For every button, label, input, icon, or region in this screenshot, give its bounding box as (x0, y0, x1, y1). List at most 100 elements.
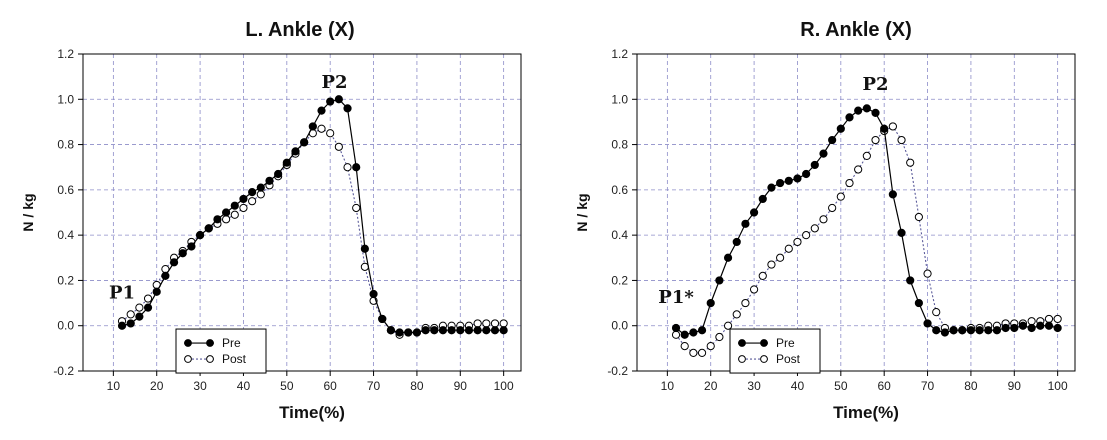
data-point-pre (723, 253, 733, 262)
x-tick-label: 50 (834, 379, 848, 393)
x-tick-label: 70 (921, 379, 935, 393)
data-point-pre (178, 249, 187, 258)
data-point-pre (456, 326, 465, 335)
x-tick-label: 70 (367, 379, 381, 393)
data-point-pre (828, 135, 837, 145)
x-tick-label: 30 (747, 379, 761, 393)
data-point-pre (195, 231, 205, 240)
data-point-pre (334, 95, 343, 104)
annotation-label: P1* (658, 287, 694, 308)
data-point-pre (802, 169, 811, 179)
data-point-pre (1018, 321, 1028, 330)
legend-swatch-marker (738, 355, 746, 363)
data-point-pre (464, 326, 474, 335)
plot-frame (636, 53, 1076, 372)
data-point-pre (923, 319, 932, 328)
data-point-pre (888, 190, 897, 199)
y-tick-label: 0.8 (57, 138, 74, 152)
data-point-post (845, 178, 854, 188)
data-point-post (1053, 314, 1062, 324)
data-point-pre (758, 194, 767, 204)
series-line-pre (675, 107, 1058, 336)
data-point-post (326, 129, 335, 138)
data-point-pre (966, 326, 976, 335)
data-point-pre (360, 244, 369, 253)
data-point-pre (871, 108, 880, 117)
x-tick-label: 60 (878, 379, 892, 393)
legend-swatch-marker (184, 355, 192, 363)
data-point-pre (117, 321, 127, 330)
data-point-pre (1027, 323, 1036, 333)
data-point-post (248, 197, 257, 206)
data-point-pre (992, 326, 1002, 335)
legend-label-pre: Pre (776, 336, 795, 350)
y-tick-label: 0.8 (611, 138, 628, 152)
data-point-post (671, 330, 681, 339)
chart-title: R. Ankle (X) (800, 19, 912, 41)
data-point-post (352, 203, 361, 213)
data-point-pre (715, 276, 724, 285)
data-point-pre (680, 330, 689, 339)
data-point-pre (395, 328, 404, 337)
data-point-pre (767, 183, 776, 192)
series-line-post (675, 125, 1058, 354)
data-point-pre (906, 276, 915, 285)
data-point-pre (169, 258, 179, 267)
y-axis-label: N / kg (574, 193, 590, 231)
data-point-pre (291, 147, 300, 156)
x-tick-label: 10 (107, 379, 121, 393)
data-point-pre (187, 242, 196, 251)
y-tick-label: 0.0 (611, 319, 628, 333)
annotation-label: P2 (862, 74, 888, 95)
legend-label-post: Post (776, 352, 801, 366)
data-point-pre (308, 122, 317, 131)
plot-frame (82, 53, 522, 372)
data-point-post (222, 215, 231, 224)
data-point-pre (854, 106, 863, 115)
data-point-pre (143, 303, 153, 312)
x-tick-label: 20 (150, 379, 164, 393)
data-point-post (854, 165, 863, 174)
data-point-pre (1044, 321, 1054, 330)
y-axis-label: N / kg (20, 193, 36, 231)
data-point-post (767, 260, 776, 269)
x-tick-label: 90 (1008, 379, 1022, 393)
data-point-pre (776, 178, 785, 188)
data-point-pre (204, 224, 213, 233)
data-point-post (317, 124, 326, 133)
data-point-pre (932, 326, 941, 335)
legend-box (729, 328, 821, 374)
data-point-post (888, 122, 897, 131)
data-point-pre (386, 326, 396, 335)
y-tick-label: 0.4 (611, 228, 628, 242)
x-tick-label: 60 (324, 379, 338, 393)
annotation-label: P1 (109, 283, 135, 304)
y-tick-label: 1.2 (611, 47, 628, 61)
data-point-post (680, 341, 689, 351)
x-tick-label: 40 (791, 379, 805, 393)
data-point-post (143, 294, 153, 303)
data-point-pre (958, 326, 967, 335)
data-point-pre (697, 326, 707, 335)
data-point-post (706, 341, 715, 351)
legend-swatch-marker (184, 339, 192, 347)
y-tick-label: 0.6 (57, 183, 74, 197)
data-point-post (482, 319, 491, 328)
data-point-post (723, 321, 733, 330)
data-point-post (776, 253, 785, 262)
data-point-pre (473, 326, 482, 335)
data-point-pre (984, 326, 993, 335)
data-point-pre (239, 194, 248, 204)
data-point-post (862, 151, 871, 160)
data-point-pre (438, 326, 448, 335)
legend-swatch-marker (206, 339, 214, 347)
data-point-pre (482, 326, 491, 335)
data-point-post (793, 237, 802, 247)
x-axis-label: Time(%) (833, 403, 899, 422)
x-tick-label: 20 (704, 379, 718, 393)
data-point-pre (810, 160, 819, 170)
data-point-pre (897, 228, 906, 237)
data-point-pre (282, 158, 291, 167)
x-tick-label: 50 (280, 379, 294, 393)
